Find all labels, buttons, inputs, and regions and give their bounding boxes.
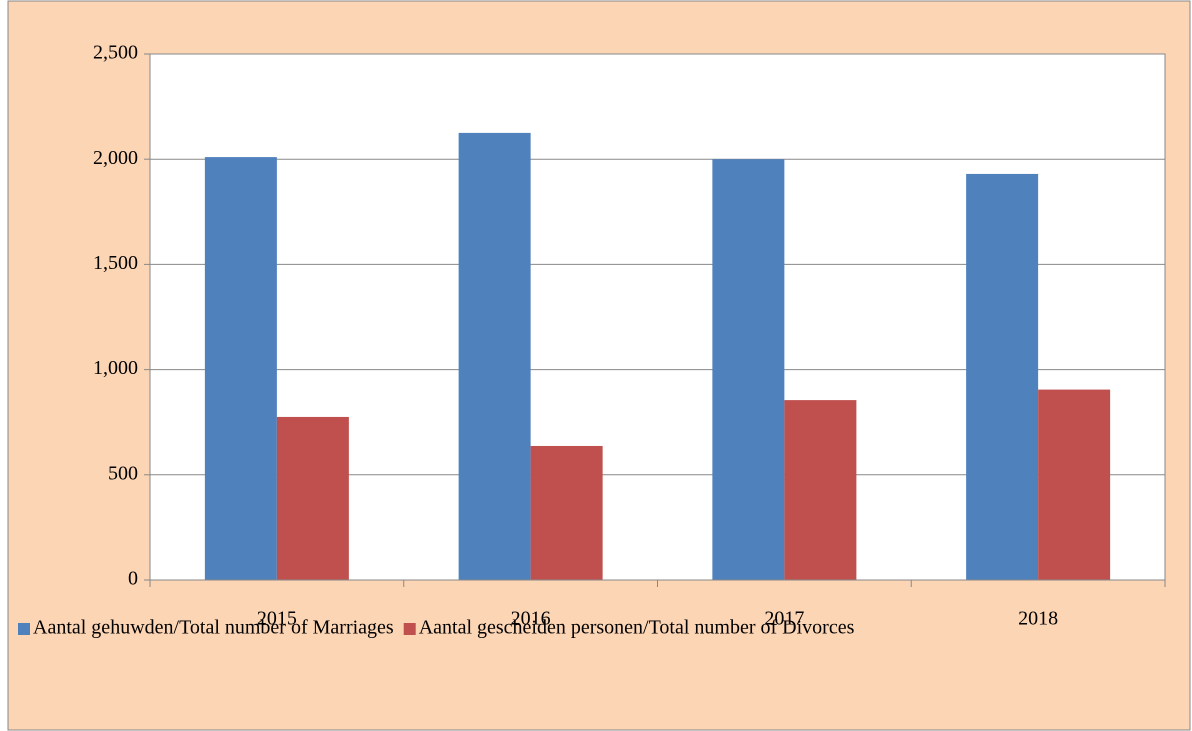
bar bbox=[712, 159, 785, 580]
x-tick-label: 2015 bbox=[257, 608, 297, 630]
bar bbox=[530, 445, 603, 580]
y-tick-label: 1,000 bbox=[93, 357, 138, 379]
bar bbox=[276, 416, 349, 580]
x-tick-label: 2018 bbox=[1018, 608, 1058, 630]
bar bbox=[204, 157, 277, 580]
y-tick-label: 2,000 bbox=[93, 147, 138, 169]
legend-swatch bbox=[18, 623, 30, 635]
legend-swatch bbox=[403, 623, 416, 635]
x-tick-label: 2017 bbox=[764, 608, 804, 630]
y-tick-label: 1,500 bbox=[93, 252, 138, 274]
y-tick-label: 2,500 bbox=[93, 42, 138, 64]
x-tick-label: 2016 bbox=[511, 608, 551, 630]
bar bbox=[784, 400, 857, 580]
bar bbox=[458, 132, 531, 580]
legend-label: Aantal gescheiden personen/Total number … bbox=[419, 617, 855, 639]
y-tick-label: 500 bbox=[108, 462, 138, 484]
legend-label: Aantal gehuwden/Total number of Marriage… bbox=[33, 617, 394, 639]
bar bbox=[1038, 389, 1111, 580]
bar bbox=[966, 173, 1039, 581]
y-tick-label: 0 bbox=[128, 568, 138, 590]
